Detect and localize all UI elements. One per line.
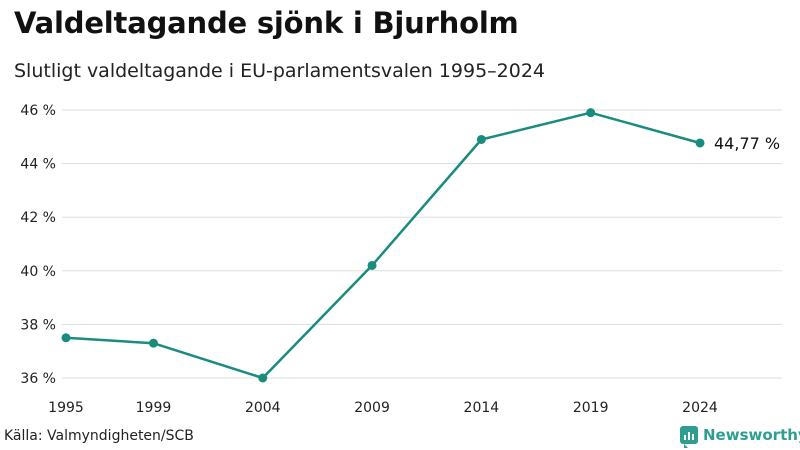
y-tick-label: 44 % — [20, 157, 56, 173]
x-tick-label: 2019 — [573, 400, 609, 416]
y-tick-label: 46 % — [20, 103, 56, 119]
data-point — [61, 333, 71, 343]
data-point — [258, 373, 268, 383]
x-tick-label: 2024 — [682, 400, 718, 416]
data-point — [148, 338, 158, 348]
series-line — [65, 111, 701, 380]
source-note: Källa: Valmyndigheten/SCB — [4, 428, 194, 444]
y-tick-label: 40 % — [20, 264, 56, 280]
data-point — [695, 138, 705, 148]
y-axis-ticks: 36 % 38 % 40 % 42 % 44 % 46 % — [20, 103, 56, 387]
data-point — [586, 108, 596, 118]
brand-logo: Newsworthy — [680, 426, 800, 448]
x-axis-ticks: 1995 1999 2004 2009 2014 2019 2024 — [48, 400, 718, 416]
y-tick-label: 42 % — [20, 210, 56, 226]
y-tick-label: 38 % — [20, 317, 56, 333]
x-tick-label: 2004 — [245, 400, 281, 416]
x-tick-label: 1999 — [136, 400, 172, 416]
y-tick-label: 36 % — [20, 371, 56, 387]
x-tick-label: 2009 — [354, 400, 390, 416]
data-point — [476, 134, 486, 144]
end-value-label: 44,77 % — [714, 134, 780, 153]
series — [61, 108, 705, 383]
x-tick-label: 1995 — [48, 400, 84, 416]
gridlines — [62, 109, 782, 379]
x-tick-label: 2014 — [464, 400, 500, 416]
chart-subtitle: Slutligt valdeltagande i EU-parlamentsva… — [14, 60, 546, 82]
brand-name: Newsworthy — [703, 426, 800, 444]
data-point — [367, 260, 377, 270]
newsworthy-logo-icon — [680, 426, 698, 448]
data-labels: 44,77 % — [714, 134, 780, 153]
chart-title: Valdeltagande sjönk i Bjurholm — [14, 6, 519, 40]
